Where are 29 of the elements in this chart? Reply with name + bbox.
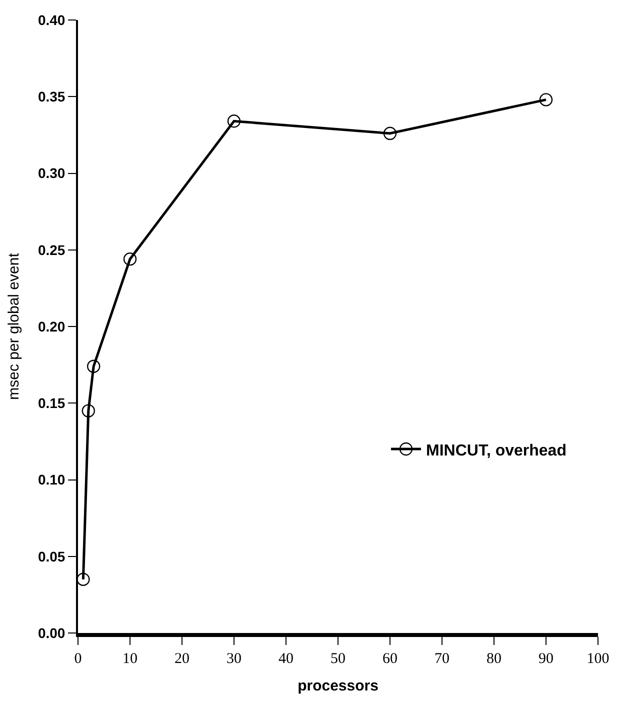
point bbox=[87, 360, 100, 373]
x-tick-label: 30 bbox=[226, 651, 242, 667]
point bbox=[123, 252, 137, 266]
y-tick-label: 0.10 bbox=[38, 472, 66, 488]
x-tick-label: 10 bbox=[122, 651, 138, 667]
x-tick-label: 20 bbox=[174, 651, 190, 667]
legend-label: MINCUT, overhead bbox=[426, 442, 566, 460]
x-tick-label: 50 bbox=[330, 651, 346, 667]
y-axis-title: msec per global event bbox=[6, 252, 23, 400]
point bbox=[227, 114, 241, 128]
point bbox=[539, 93, 553, 106]
y-tick-label: 0.00 bbox=[38, 624, 66, 641]
y-tick-label: 0.35 bbox=[38, 88, 66, 105]
y-tick-label: 0.40 bbox=[38, 12, 66, 28]
x-axis-title: processors bbox=[298, 678, 378, 694]
x-tick-label: 100 bbox=[586, 651, 610, 667]
x-tick-label: 70 bbox=[434, 651, 450, 667]
x-tick-label: 80 bbox=[486, 651, 502, 667]
x-tick-label: 40 bbox=[278, 651, 294, 667]
y-tick-label: 0.05 bbox=[38, 548, 66, 564]
point bbox=[82, 404, 95, 418]
x-tick-label: 0 bbox=[74, 651, 82, 667]
y-tick-label: 0.20 bbox=[38, 318, 66, 334]
y-tick-label: 0.25 bbox=[38, 242, 66, 258]
x-tick-label: 90 bbox=[538, 651, 554, 667]
y-tick-label: 0.15 bbox=[38, 395, 66, 412]
point bbox=[383, 126, 397, 140]
x-tick-label: 60 bbox=[382, 651, 398, 667]
y-tick-label: 0.30 bbox=[38, 165, 66, 182]
